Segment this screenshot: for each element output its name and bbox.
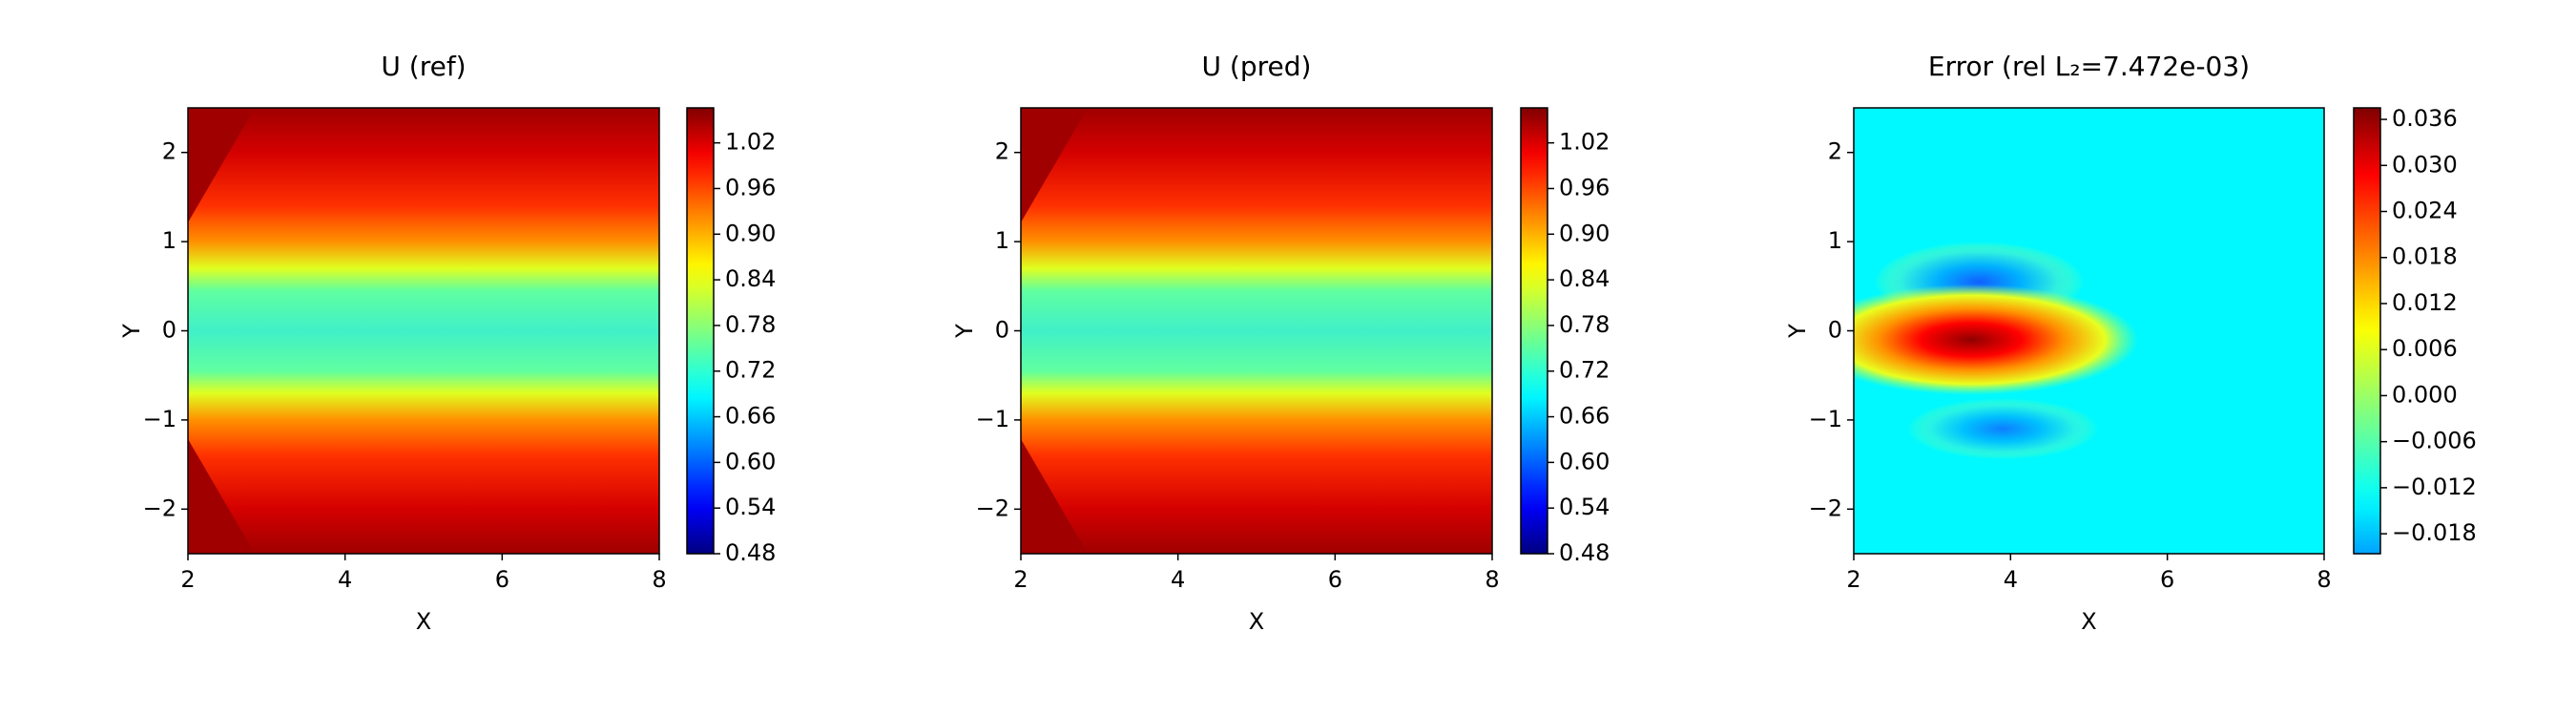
- colorbar-tick-label: 0.66: [1559, 403, 1610, 430]
- x-tick-label: 8: [1485, 566, 1499, 593]
- field-corner: [188, 439, 255, 554]
- colorbar-tick-label: 0.78: [1559, 311, 1610, 338]
- colorbar: [2353, 107, 2381, 555]
- colorbar-tick-label: 0.84: [725, 265, 776, 292]
- field-core: [188, 225, 436, 436]
- y-tick-label: −2: [1809, 495, 1842, 521]
- colorbar-tick-label: −0.012: [2392, 474, 2477, 500]
- colorbar-tick-label: 0.036: [2392, 105, 2458, 132]
- colorbar-tick-label: 0.000: [2392, 381, 2458, 408]
- colorbar: [1520, 107, 1548, 555]
- contour-field: [1021, 108, 1492, 554]
- colorbar-tick-label: −0.006: [2392, 428, 2477, 454]
- colorbar-tick-label: 0.84: [1559, 265, 1610, 292]
- y-tick-label: −1: [143, 406, 177, 432]
- colorbar-tick-label: 0.78: [725, 311, 776, 338]
- colorbar-tick-label: 0.72: [725, 357, 776, 384]
- x-tick-label: 6: [1328, 566, 1342, 593]
- colorbar-tick-label: 0.018: [2392, 243, 2458, 270]
- x-axis-label: X: [1249, 608, 1264, 635]
- chart-title: U (ref): [381, 51, 466, 82]
- y-tick-label: −1: [976, 406, 1009, 432]
- y-tick-label: 1: [995, 227, 1009, 254]
- colorbar-tick-label: 0.96: [725, 174, 776, 200]
- y-tick-label: 2: [1828, 138, 1842, 165]
- x-tick-label: 4: [338, 566, 352, 593]
- y-axis-label: Y: [1784, 324, 1811, 339]
- x-tick-label: 8: [652, 566, 666, 593]
- colorbar-tick-label: 0.96: [1559, 174, 1610, 200]
- y-tick-label: −2: [143, 495, 177, 521]
- y-axis-label: Y: [118, 324, 145, 339]
- x-tick-label: 2: [1846, 566, 1860, 593]
- chart-title: U (pred): [1202, 51, 1312, 82]
- field-low: [1907, 398, 2099, 460]
- field-high: [1854, 284, 2139, 395]
- x-axis-label: X: [2081, 608, 2096, 635]
- contour-field: [1854, 108, 2324, 554]
- colorbar-tick-label: 0.012: [2392, 289, 2458, 316]
- x-tick-label: 6: [2160, 566, 2174, 593]
- x-tick-label: 6: [495, 566, 509, 593]
- colorbar-tick-label: 1.02: [1559, 129, 1610, 156]
- x-tick-label: 2: [1013, 566, 1028, 593]
- colorbar: [686, 107, 715, 555]
- x-tick-label: 2: [180, 566, 195, 593]
- y-tick-label: −2: [976, 495, 1009, 521]
- colorbar-tick-label: 0.024: [2392, 198, 2458, 224]
- colorbar-tick-label: 0.006: [2392, 335, 2458, 362]
- y-tick-label: 1: [1828, 227, 1842, 254]
- x-tick-label: 4: [2004, 566, 2018, 593]
- colorbar-tick-label: 0.54: [1559, 494, 1610, 520]
- y-tick-label: 0: [1828, 317, 1842, 344]
- x-axis-label: X: [416, 608, 431, 635]
- chart-title: Error (rel L₂=7.472e-03): [1928, 51, 2250, 82]
- colorbar-tick-label: −0.018: [2392, 519, 2477, 546]
- colorbar-tick-label: 0.48: [725, 539, 776, 566]
- field-corner: [1021, 108, 1088, 222]
- colorbar-tick-label: 0.60: [1559, 448, 1610, 474]
- y-tick-label: 2: [162, 138, 177, 165]
- y-axis-label: Y: [951, 324, 978, 339]
- y-tick-label: 0: [995, 317, 1009, 344]
- y-tick-label: 0: [162, 317, 177, 344]
- y-tick-label: −1: [1809, 406, 1842, 432]
- y-tick-label: 1: [162, 227, 177, 254]
- field-core: [1021, 225, 1269, 436]
- field-corner: [1021, 439, 1088, 554]
- x-tick-label: 8: [2316, 566, 2331, 593]
- colorbar-tick-label: 0.90: [725, 220, 776, 246]
- colorbar-tick-label: 0.48: [1559, 539, 1610, 566]
- x-tick-label: 4: [1171, 566, 1185, 593]
- colorbar-tick-label: 0.90: [1559, 220, 1610, 246]
- colorbar-tick-label: 0.54: [725, 494, 776, 520]
- field-corner: [188, 108, 255, 222]
- colorbar-tick-label: 0.60: [725, 448, 776, 474]
- colorbar-tick-label: 0.72: [1559, 357, 1610, 384]
- colorbar-tick-label: 1.02: [725, 129, 776, 156]
- colorbar-tick-label: 0.66: [725, 403, 776, 430]
- colorbar-tick-label: 0.030: [2392, 151, 2458, 178]
- contour-field: [188, 108, 659, 554]
- y-tick-label: 2: [995, 138, 1009, 165]
